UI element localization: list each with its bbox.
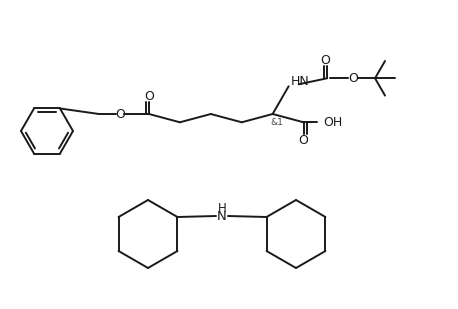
Text: O: O	[320, 54, 330, 67]
Text: O: O	[299, 134, 309, 147]
Text: O: O	[144, 90, 154, 103]
Text: N: N	[217, 210, 227, 222]
Text: H: H	[218, 201, 226, 214]
Text: O: O	[115, 108, 125, 121]
Text: OH: OH	[323, 116, 343, 129]
Text: O: O	[348, 72, 358, 85]
Text: &1: &1	[270, 117, 283, 126]
Text: HN: HN	[291, 75, 310, 88]
